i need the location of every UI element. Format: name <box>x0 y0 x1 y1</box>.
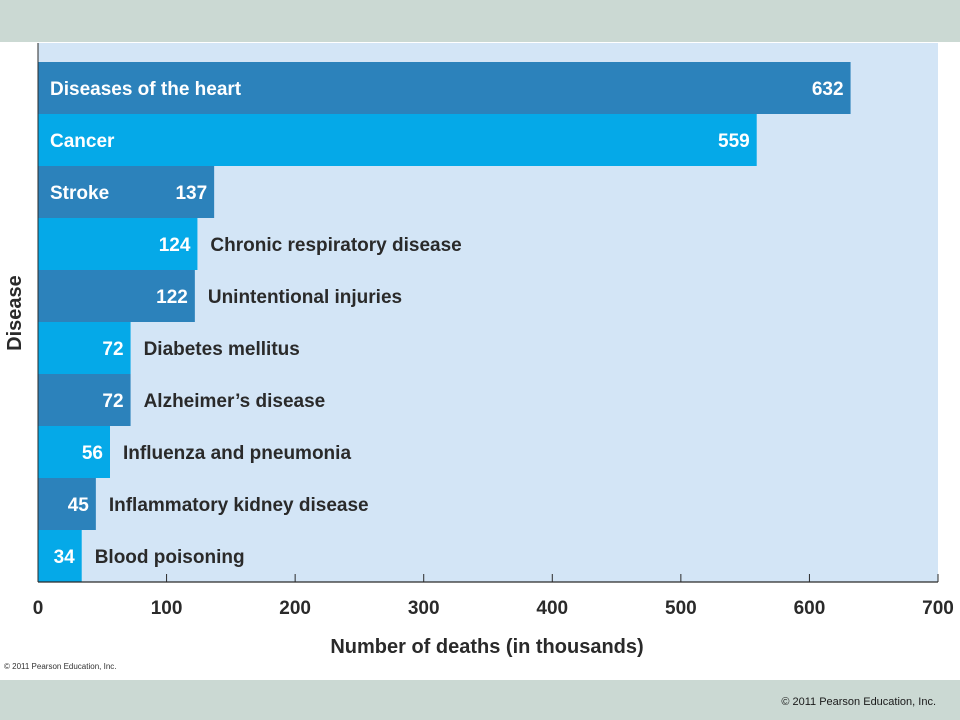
bar <box>38 322 131 374</box>
x-axis: 0 100 200 300 400 500 600 700 <box>33 43 954 619</box>
bar-value-label: 72 <box>102 391 123 412</box>
bar <box>38 426 110 478</box>
x-tick-label: 600 <box>794 598 826 619</box>
bottom-band <box>0 680 960 720</box>
bar-value-label: 45 <box>68 495 90 516</box>
x-axis-title: Number of deaths (in thousands) <box>330 636 643 658</box>
bar-category-label: Cancer <box>50 131 115 152</box>
bar-category-label: Influenza and pneumonia <box>123 443 351 464</box>
bar-category-label: Chronic respiratory disease <box>210 235 461 256</box>
bar <box>38 218 198 270</box>
bar-value-label: 124 <box>159 235 191 256</box>
bar-category-label: Blood poisoning <box>95 547 245 568</box>
x-tick-label: 200 <box>279 598 311 619</box>
bar-value-label: 632 <box>812 79 844 100</box>
bar-category-label: Inflammatory kidney disease <box>109 495 369 516</box>
footer-copyright: © 2011 Pearson Education, Inc. <box>781 696 936 708</box>
bar <box>38 270 195 322</box>
bar <box>38 166 215 218</box>
bar-value-label: 72 <box>102 339 123 360</box>
bar-category-label: Diabetes mellitus <box>144 339 300 360</box>
bar <box>38 478 96 530</box>
bar-category-label: Stroke <box>50 183 109 204</box>
x-tick-label: 100 <box>151 598 183 619</box>
bar <box>38 62 851 114</box>
x-tick-label: 700 <box>922 598 954 619</box>
figure-copyright: © 2011 Pearson Education, Inc. <box>4 662 117 671</box>
y-axis-title: Disease <box>4 275 26 351</box>
bars: 632 Diseases of the heart 559 Cancer 137 Stro… <box>38 62 851 582</box>
bar <box>38 114 757 166</box>
bar <box>38 530 82 582</box>
bar-category-label: Diseases of the heart <box>50 79 242 100</box>
bar <box>38 374 131 426</box>
bar-category-label: Unintentional injuries <box>208 287 402 308</box>
bar-value-label: 122 <box>156 287 188 308</box>
bar-value-label: 56 <box>82 443 103 464</box>
bar-value-label: 137 <box>175 183 207 204</box>
x-tick-label: 300 <box>408 598 440 619</box>
x-tick-label: 500 <box>665 598 697 619</box>
bar-value-label: 559 <box>718 131 750 152</box>
top-band <box>0 0 960 42</box>
bar-category-label: Alzheimer’s disease <box>144 391 326 412</box>
x-tick-label: 0 <box>33 598 44 619</box>
bar-value-label: 34 <box>54 547 76 568</box>
x-tick-label: 400 <box>536 598 568 619</box>
